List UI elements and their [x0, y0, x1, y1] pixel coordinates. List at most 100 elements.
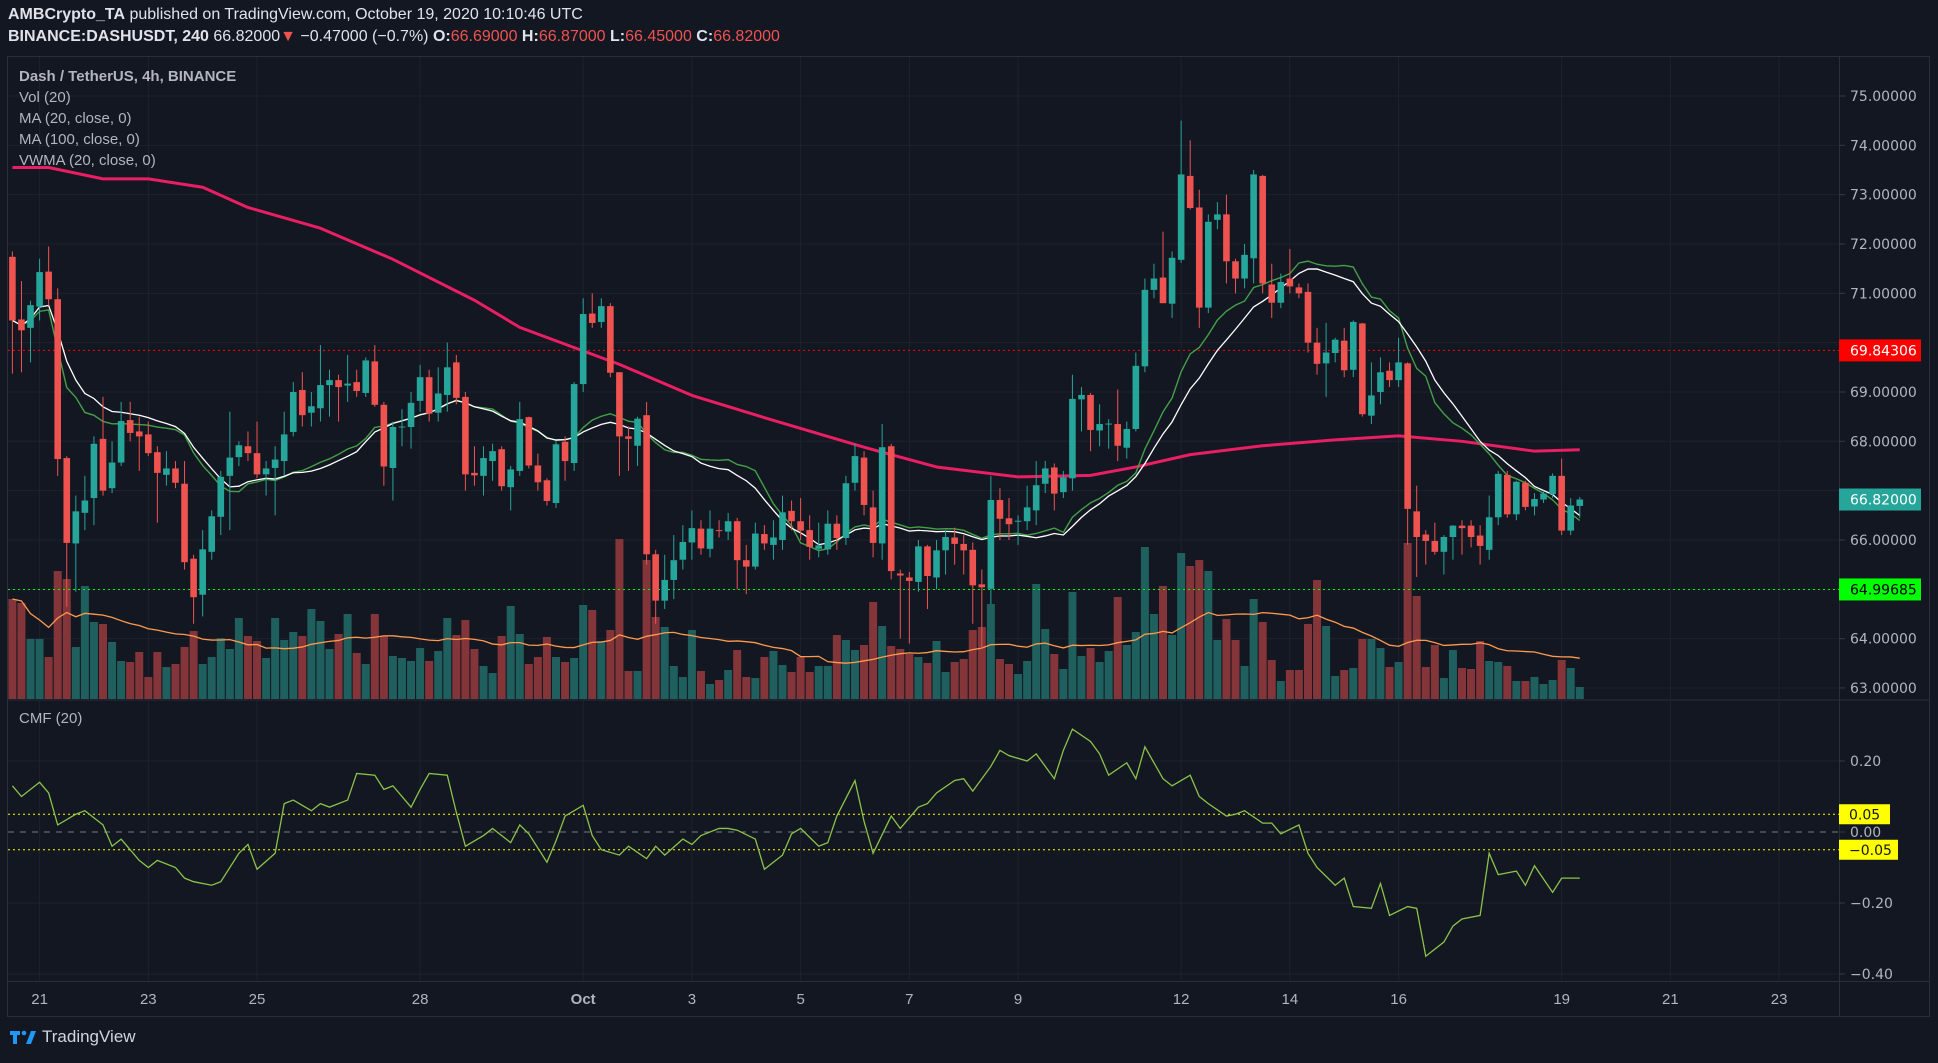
candle-body — [534, 465, 542, 483]
cmf-badge — [1839, 839, 1898, 860]
candle-body — [1377, 372, 1384, 392]
volume-bar — [1086, 648, 1095, 699]
candle — [407, 391, 415, 449]
volume-bar — [760, 657, 769, 699]
candle-body — [697, 528, 705, 549]
time-tick-label: 23 — [1771, 991, 1788, 1008]
candle-body — [1241, 254, 1248, 279]
candle-body — [1349, 321, 1357, 370]
vwma-line — [12, 260, 1581, 552]
volume-bar — [198, 664, 207, 699]
candle-body — [1313, 342, 1321, 364]
volume-bar — [687, 630, 696, 699]
cmf-pane[interactable] — [8, 728, 1839, 958]
candle — [471, 446, 478, 486]
candle-body — [1277, 281, 1285, 303]
volume-bar — [1385, 667, 1394, 699]
candle-body — [634, 418, 641, 446]
volume-bar — [298, 636, 307, 699]
candle — [1069, 374, 1076, 491]
candle-body — [561, 441, 569, 462]
cmf-tick-label: 0.20 — [1850, 754, 1881, 770]
candle — [742, 544, 750, 595]
volume-bar — [1512, 681, 1521, 699]
candle — [1494, 470, 1502, 526]
cmf-badge — [1839, 804, 1890, 825]
candle — [1531, 493, 1538, 516]
candle-body — [1159, 277, 1167, 304]
candle-body — [9, 256, 16, 321]
candle-body — [1576, 499, 1584, 506]
candle-body — [579, 314, 587, 385]
volume-bar — [1467, 669, 1476, 699]
candle — [933, 539, 940, 590]
volume-bar — [1376, 648, 1385, 699]
candle — [117, 401, 125, 466]
volume-bar — [950, 662, 959, 699]
candle — [289, 382, 297, 437]
candle — [1522, 480, 1529, 511]
volume-bar — [968, 630, 977, 699]
candle — [344, 354, 351, 402]
candle-body — [36, 272, 43, 307]
volume-bar — [1077, 656, 1086, 699]
candle-body — [135, 431, 143, 437]
legend-ma100[interactable]: MA (100, close, 0) — [19, 131, 140, 148]
candle — [1259, 174, 1266, 294]
candle-body — [425, 377, 433, 414]
legend-symbol-title[interactable]: Dash / TetherUS, 4h, BINANCE — [19, 68, 237, 85]
legend-cmf[interactable]: CMF (20) — [19, 710, 83, 727]
volume-bar — [1367, 639, 1376, 699]
candle-body — [1286, 278, 1294, 287]
time-tick-label: 14 — [1282, 991, 1299, 1008]
candle — [154, 446, 161, 523]
candle-body — [1078, 394, 1085, 400]
candle — [371, 345, 379, 407]
volume-bar — [17, 603, 26, 699]
volume-bar — [1249, 599, 1258, 699]
candle — [181, 461, 188, 570]
candle — [1549, 473, 1556, 499]
candle — [1322, 322, 1330, 397]
author-name[interactable]: AMBCrypto_TA — [8, 6, 126, 23]
open-value: 66.69000 — [450, 28, 518, 45]
candle — [63, 456, 71, 607]
volume-bar — [1557, 660, 1566, 699]
candle-body — [1549, 475, 1556, 495]
candle — [543, 478, 551, 506]
volume-bar — [1041, 629, 1050, 699]
footer-brand[interactable]: TradingView — [10, 1027, 136, 1047]
symbol-label: BINANCE:DASHUSDT, 240 — [8, 28, 209, 45]
volume-bar — [416, 648, 425, 699]
volume-bar — [1014, 674, 1023, 699]
volume-bar — [579, 605, 588, 699]
candle — [697, 520, 705, 555]
candle-body — [1422, 534, 1430, 541]
candle — [625, 426, 632, 471]
volume-bar — [905, 654, 914, 699]
volume-bar — [506, 606, 515, 699]
candle-body — [1023, 507, 1031, 522]
candle-body — [1558, 475, 1565, 531]
volume-bar — [678, 677, 687, 699]
legend-volume[interactable]: Vol (20) — [19, 89, 71, 106]
chart-frame — [7, 56, 1930, 1017]
candle — [833, 515, 841, 550]
price-tick-label: 64.00000 — [1850, 632, 1917, 648]
candle — [851, 443, 859, 491]
candle-body — [996, 500, 1004, 519]
candle-body — [1531, 499, 1538, 507]
legend-ma20[interactable]: MA (20, close, 0) — [19, 110, 132, 127]
volume-bar — [108, 642, 117, 699]
candle — [661, 554, 669, 610]
candle — [960, 535, 967, 575]
volume-bar — [552, 657, 560, 699]
volume-bar — [1394, 662, 1403, 699]
candle-body — [199, 549, 206, 595]
candle — [1014, 515, 1022, 545]
price-pane[interactable] — [8, 120, 1839, 699]
candle-body — [471, 472, 478, 476]
legend-vwma[interactable]: VWMA (20, close, 0) — [19, 152, 156, 169]
candle-body — [117, 421, 125, 463]
